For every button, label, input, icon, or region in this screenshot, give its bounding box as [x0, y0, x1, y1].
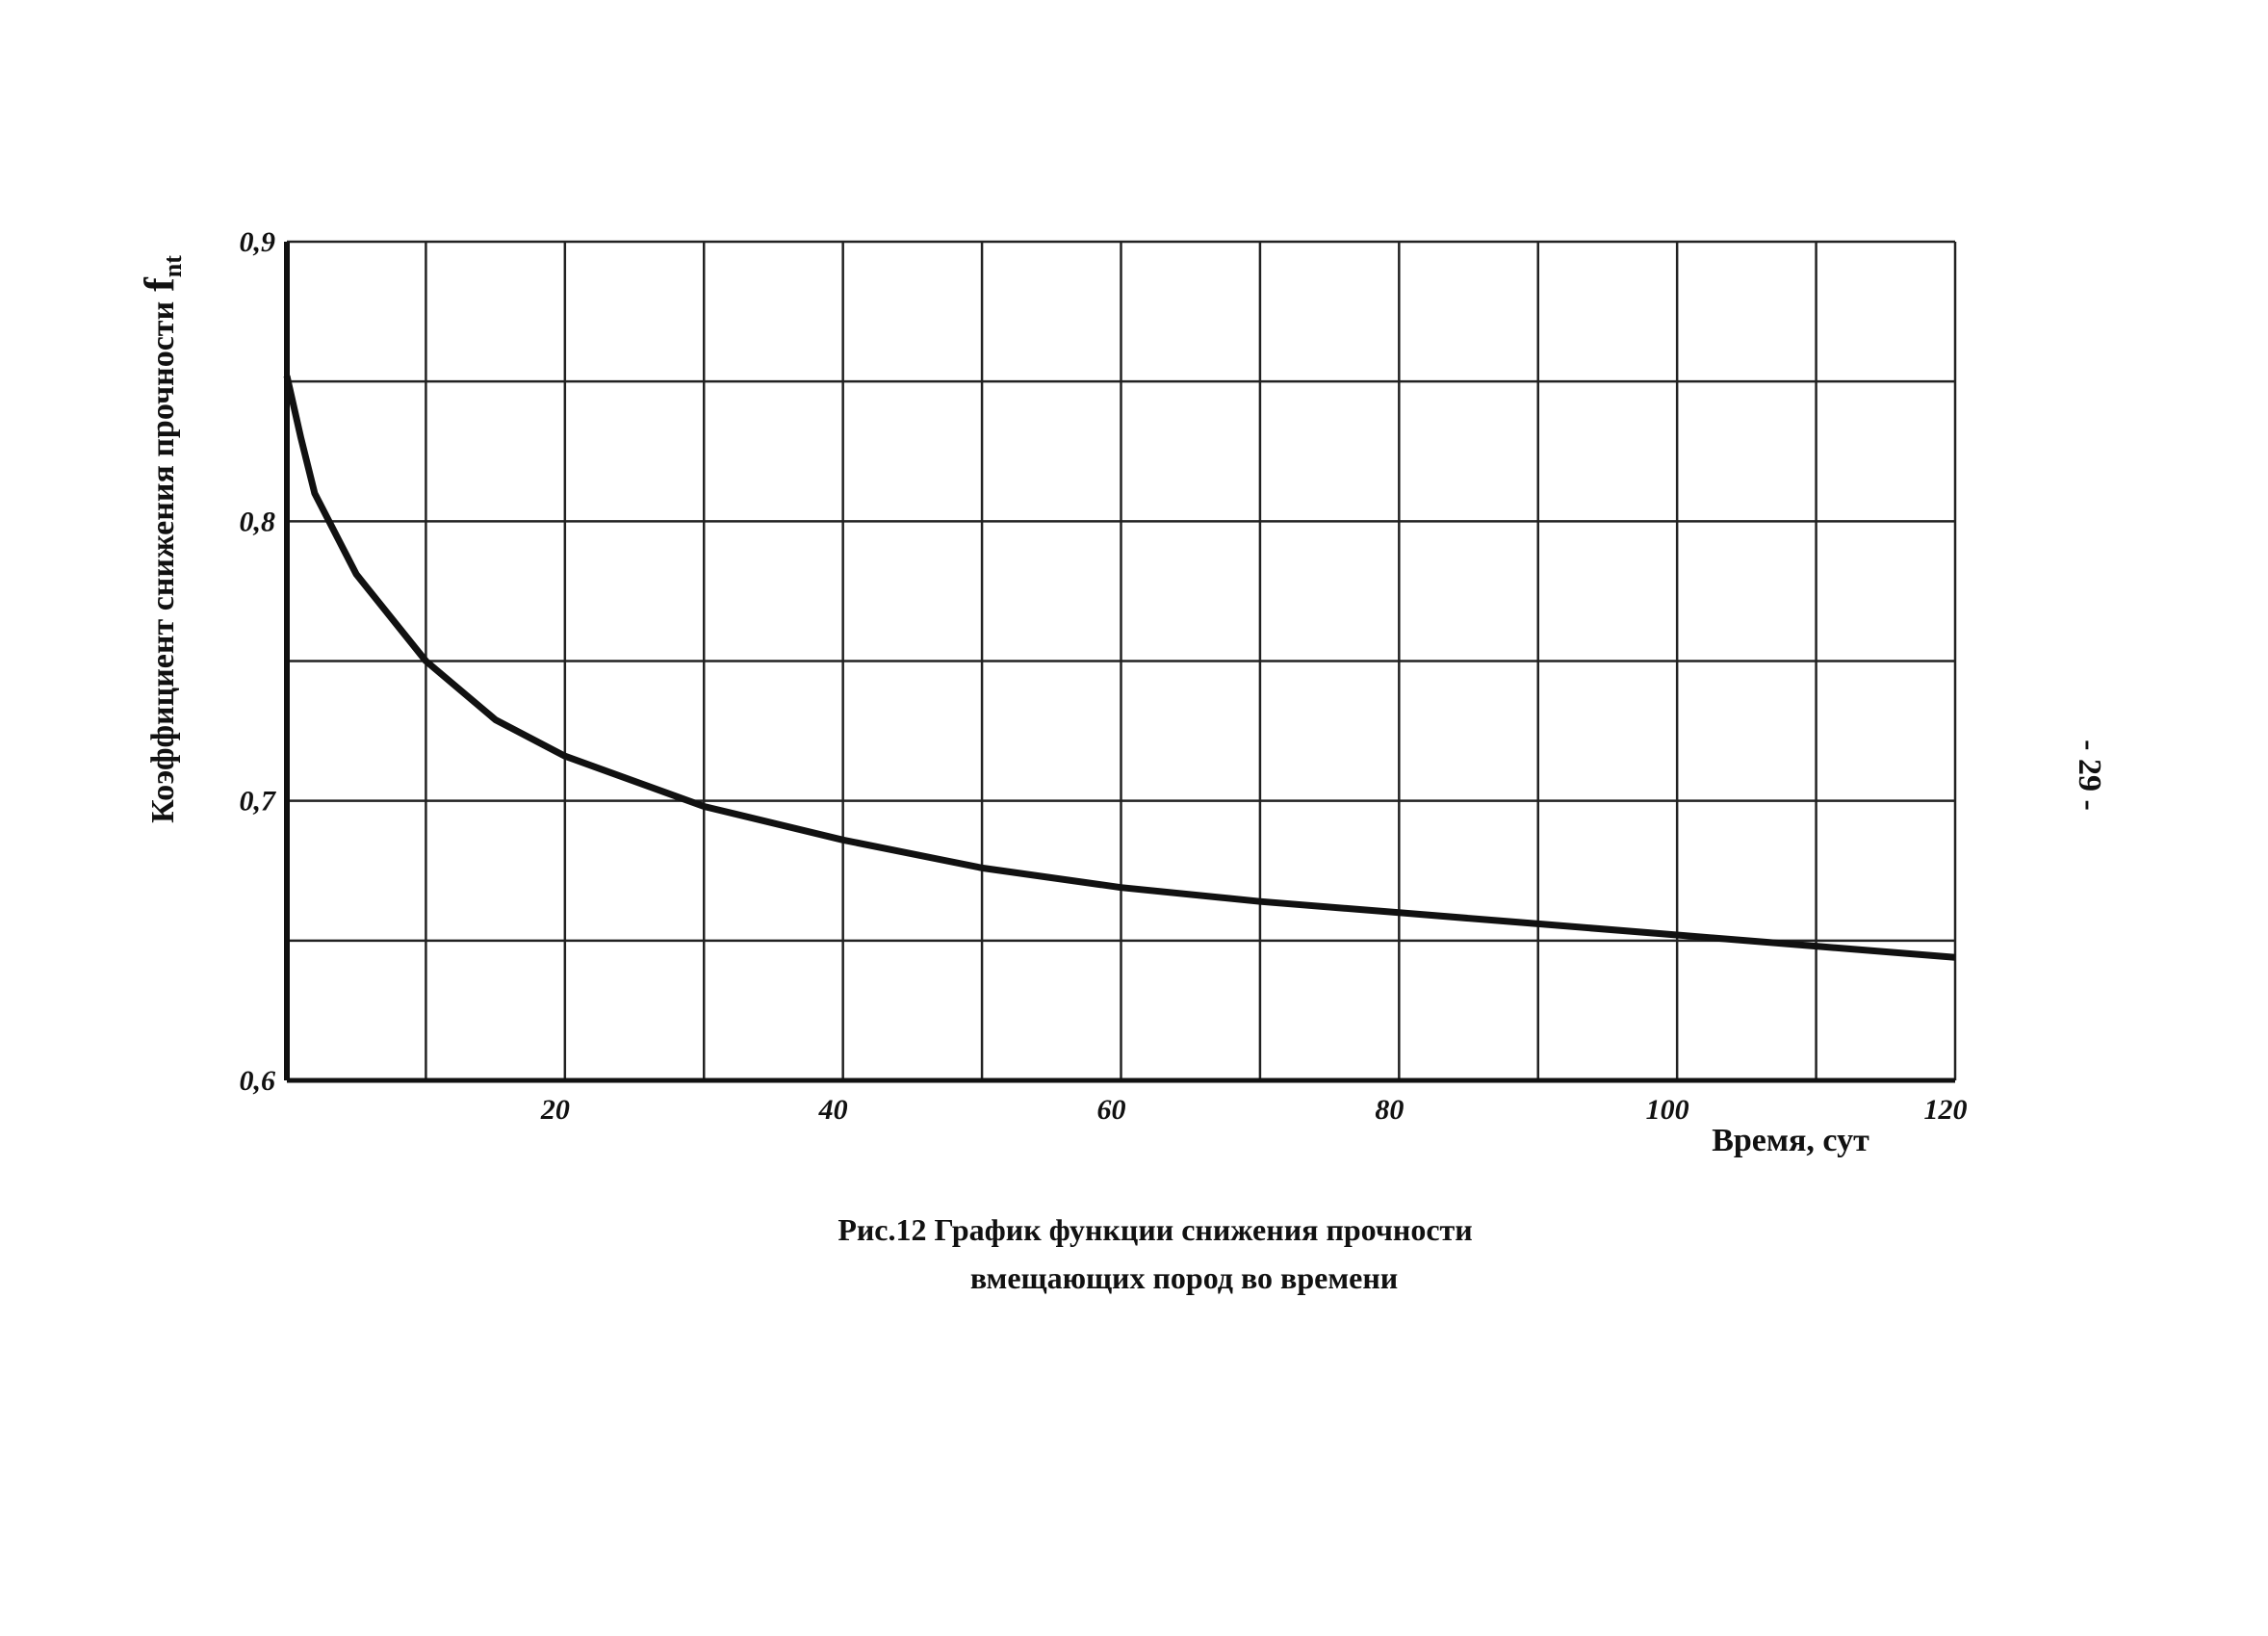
x-tick-label: 40: [818, 1094, 848, 1126]
y-tick-label: 0,6: [240, 1065, 276, 1097]
data-line: [283, 375, 1956, 961]
x-tick-label: 20: [540, 1094, 570, 1126]
x-tick-label: 80: [1375, 1094, 1404, 1126]
x-tick-label: 60: [1097, 1094, 1126, 1126]
y-axis-label-text: Коэффициент снижения прочности: [145, 301, 181, 823]
y-tick-label: 0,8: [240, 506, 276, 537]
y-tick-label: 0,7: [240, 786, 277, 818]
x-tick-label: 100: [1646, 1094, 1689, 1126]
y-axis-symbol: f: [136, 276, 183, 292]
x-axis-label: Время, сут: [1712, 1123, 1869, 1158]
page-number: - 29 -: [2072, 740, 2107, 811]
y-tick-label: 0,9: [240, 226, 276, 258]
caption-line: вмещающих пород во времени: [970, 1260, 1398, 1295]
caption-line: Рис.12 График функции снижения прочности: [838, 1212, 1472, 1247]
y-axis-label: Коэффициент снижения прочности fnt: [136, 255, 187, 823]
y-axis-subscript: nt: [159, 255, 187, 277]
x-tick-label: 120: [1924, 1094, 1968, 1126]
